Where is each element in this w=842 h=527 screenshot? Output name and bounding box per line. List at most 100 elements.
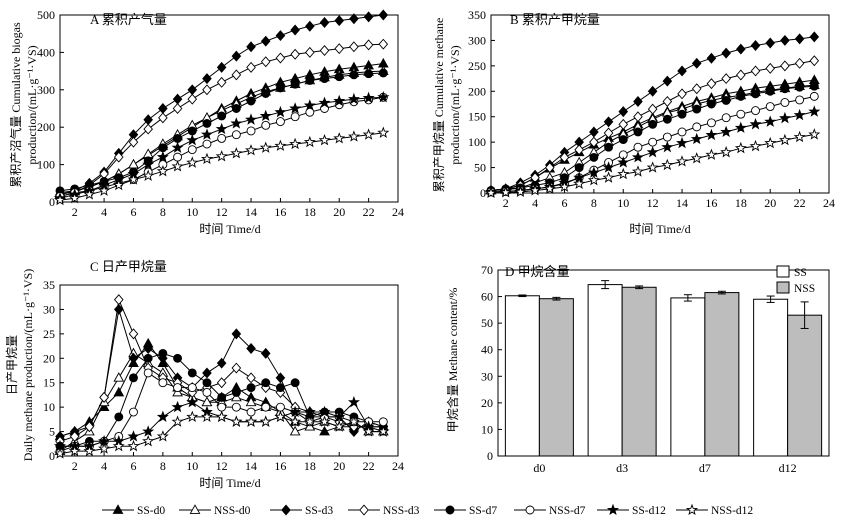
data-point: [158, 103, 168, 114]
data-point: [246, 407, 256, 417]
data-point: [690, 152, 703, 164]
data-point: [112, 178, 125, 191]
data-point: [156, 410, 169, 423]
bar-nss-d0: [538, 298, 574, 457]
data-point: [186, 396, 199, 408]
data-point: [793, 108, 806, 121]
data-point: [705, 128, 718, 141]
data-point: [187, 126, 197, 136]
data-point: [764, 136, 777, 149]
y-tick-label: 50: [474, 161, 486, 175]
y-tick-label: 0: [49, 195, 55, 209]
data-point: [750, 65, 761, 77]
data-point: [647, 85, 658, 97]
data-point: [305, 107, 315, 117]
data-point: [171, 141, 184, 153]
data-point: [173, 383, 183, 393]
data-point: [779, 133, 791, 146]
panel-a-xlabel: 时间 Time/d: [199, 222, 260, 236]
data-point: [765, 86, 775, 96]
data-point: [216, 61, 227, 73]
data-point: [303, 99, 316, 111]
data-point: [661, 140, 674, 153]
x-tick-label: 8: [160, 205, 166, 219]
x-tick-label: 18: [304, 459, 316, 473]
data-point: [765, 102, 775, 111]
x-tick-label: 16: [274, 205, 286, 219]
data-point: [377, 126, 390, 138]
panel-d-ylabel: 甲烷含量 Methane content/%: [445, 288, 460, 433]
data-point: [128, 158, 139, 169]
data-point: [230, 117, 243, 129]
data-point: [259, 415, 272, 427]
data-point: [158, 112, 168, 124]
data-point: [230, 147, 243, 159]
legend-label: SS-d12: [632, 505, 666, 517]
data-point: [215, 150, 228, 162]
legend-item-nss-d7: NSS-d7: [514, 505, 586, 517]
data-point: [231, 50, 242, 62]
legend-marker: [606, 503, 620, 516]
bar-ss-d3: [587, 284, 623, 457]
data-point: [795, 95, 805, 105]
category-label: d12: [779, 461, 797, 475]
data-point: [795, 82, 805, 92]
data-point: [216, 76, 227, 88]
data-point: [633, 142, 643, 152]
data-point: [202, 367, 212, 379]
legend-label: SS-d3: [305, 505, 333, 517]
x-tick-label: 16: [274, 459, 286, 473]
data-point: [275, 30, 286, 42]
data-point: [83, 444, 96, 457]
y-tick-label: 15: [43, 376, 55, 390]
data-point: [794, 33, 805, 45]
data-point: [246, 96, 256, 106]
panel-a-ylabel-line2: production/(mL·g⁻¹·VS): [25, 45, 39, 164]
data-point: [114, 412, 124, 422]
legend-marker: [685, 503, 699, 516]
data-point: [246, 41, 256, 53]
data-point: [319, 425, 330, 436]
data-point: [362, 425, 375, 437]
data-point: [780, 60, 790, 72]
data-point: [142, 425, 155, 437]
series-nss-d3: [55, 294, 389, 447]
data-point: [83, 188, 96, 200]
data-point: [68, 191, 81, 204]
panel-c-daily-methane: C 日产甲烷量 日产甲烷量 Daily methane production/(…: [5, 259, 261, 490]
data-point: [736, 43, 746, 55]
data-point: [113, 303, 124, 315]
data-point: [631, 151, 644, 163]
data-point: [318, 96, 331, 108]
data-point: [172, 103, 183, 114]
data-point: [677, 88, 687, 100]
x-tick-label: 4: [532, 196, 538, 210]
data-point: [751, 106, 760, 116]
data-point: [647, 103, 658, 115]
data-point: [318, 405, 331, 418]
data-point: [158, 143, 168, 153]
y-tick-label: 50: [481, 316, 493, 330]
data-point: [202, 119, 212, 128]
panel-a-title: A 累积产气量: [90, 12, 167, 27]
data-point: [705, 148, 718, 160]
data-point: [231, 362, 242, 374]
data-point: [661, 158, 674, 171]
data-point: [618, 106, 629, 118]
y-tick-label: 0: [487, 449, 493, 463]
data-point: [318, 415, 331, 427]
legend: SS-d0 NSS-d0 SS-d3 NSS-d3 SS-d7 NSS-d7 SS-d12 N…: [102, 503, 753, 517]
data-point: [260, 347, 271, 359]
data-point: [127, 430, 140, 442]
data-point: [201, 396, 213, 407]
panel-b-ylabel-line2: production/(mL·g⁻¹·VS): [448, 45, 462, 164]
data-point: [690, 132, 703, 145]
data-point: [362, 91, 375, 104]
plot-frame: [497, 269, 830, 457]
data-point: [378, 9, 389, 21]
data-point: [158, 348, 168, 358]
data-point: [602, 161, 615, 173]
data-point: [691, 57, 702, 69]
